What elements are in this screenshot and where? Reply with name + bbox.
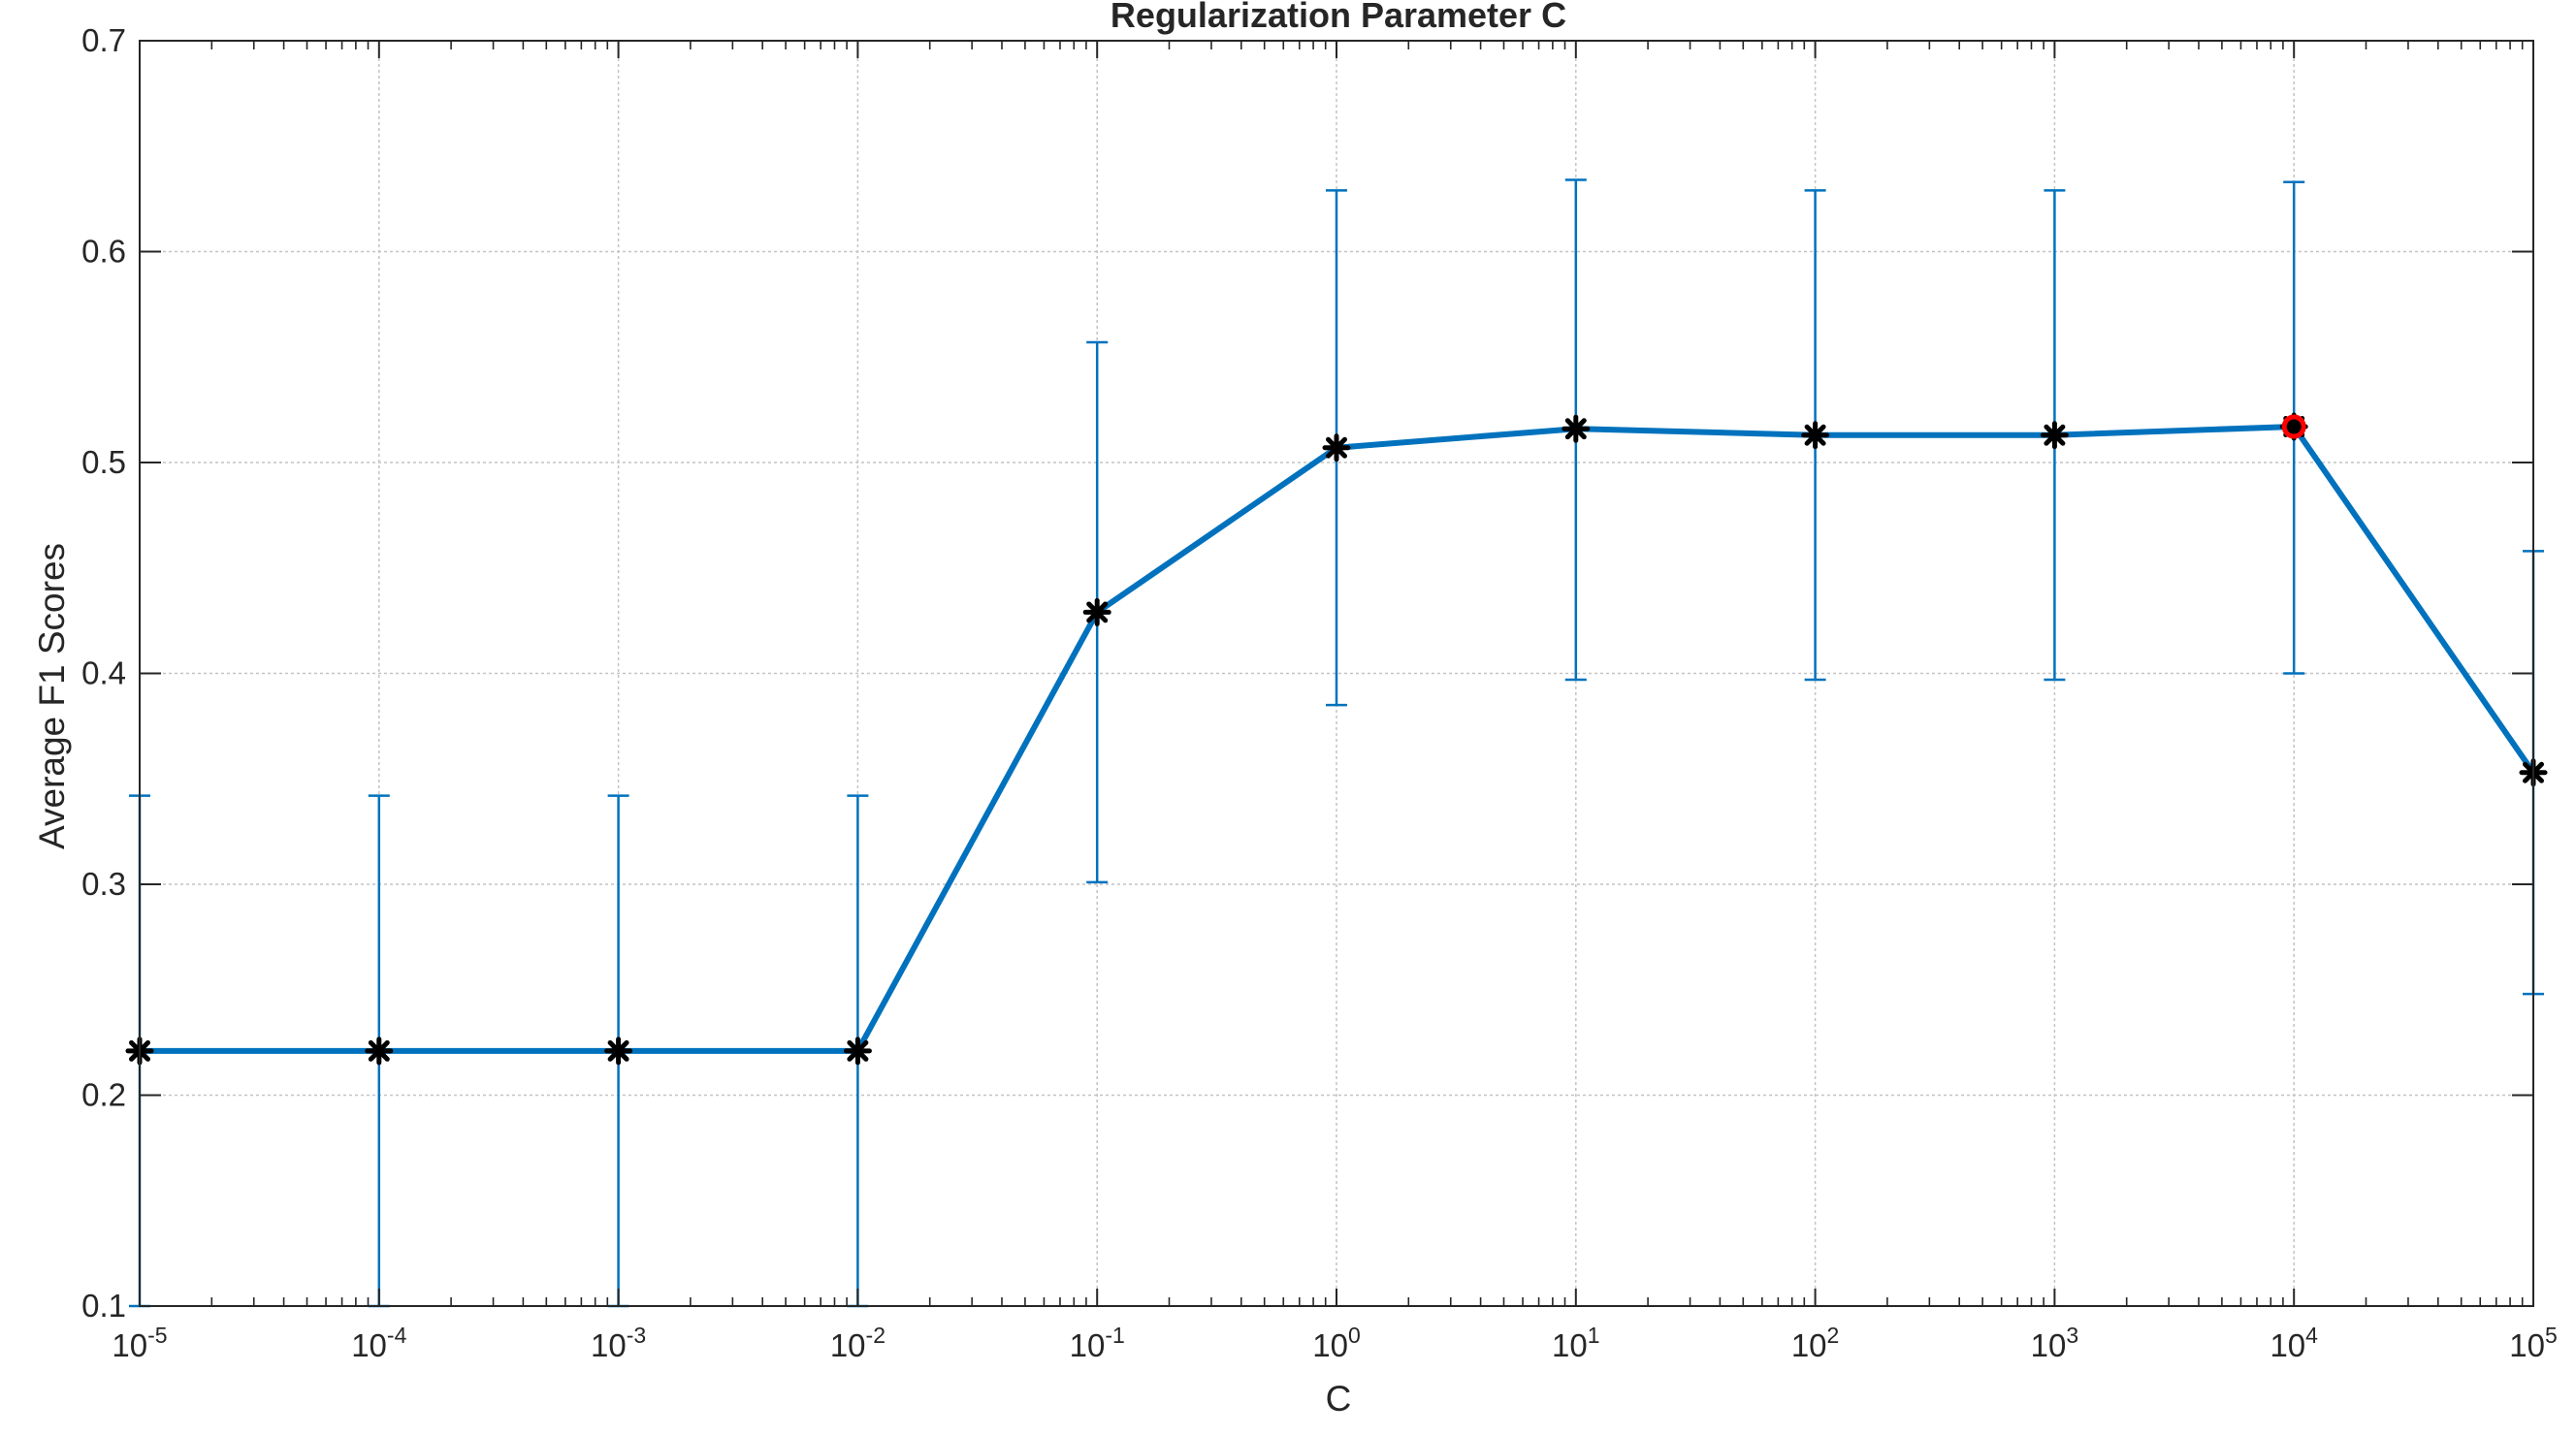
x-tick-base: 10 (1070, 1327, 1106, 1363)
y-tick-label: 0.2 (81, 1077, 126, 1113)
x-tick-exponent: 0 (1348, 1323, 1361, 1348)
x-tick-exponent: -3 (627, 1323, 646, 1348)
x-tick-exponent: 1 (1588, 1323, 1600, 1348)
x-tick-label: 10-1 (1070, 1323, 1125, 1363)
data-point-stroke (1564, 418, 1587, 440)
minor-ticks (210, 41, 2524, 1306)
data-point (1562, 414, 1591, 443)
x-tick-base: 10 (1312, 1327, 1348, 1363)
x-tick-base: 10 (2270, 1327, 2305, 1363)
data-point (604, 1037, 633, 1066)
y-tick-label: 0.6 (81, 234, 126, 270)
y-tick-label: 0.4 (81, 655, 126, 691)
y-tick-labels: 0.1 0.2 0.3 0.4 0.5 0.6 0.7 (81, 22, 126, 1324)
x-tick-label: 105 (2509, 1323, 2558, 1363)
x-tick-exponent: 4 (2305, 1323, 2318, 1348)
data-point (1801, 421, 1830, 450)
x-axis-label: C (1326, 1379, 1352, 1419)
x-tick-label: 102 (1791, 1323, 1840, 1363)
data-point-stroke (368, 1039, 390, 1062)
data-point (843, 1037, 872, 1066)
data-point-stroke (2044, 424, 2066, 446)
x-tick-base: 10 (1552, 1327, 1588, 1363)
x-tick-label: 100 (1312, 1323, 1361, 1363)
x-tick-exponent: -2 (866, 1323, 886, 1348)
x-tick-base: 10 (1791, 1327, 1827, 1363)
x-tick-base: 10 (2509, 1327, 2545, 1363)
x-tick-label: 10-4 (351, 1323, 406, 1363)
chart-title: Regularization Parameter C (1111, 0, 1566, 35)
highlight-point (2281, 414, 2306, 439)
data-point-stroke (847, 1039, 869, 1062)
data-point (1082, 597, 1111, 626)
x-tick-labels: 10-5 10-4 10-3 10-2 10-1 100 101 102 103 104 105 (112, 1323, 2557, 1363)
y-tick-label: 0.7 (81, 22, 126, 58)
data-point-stroke (607, 1039, 629, 1062)
x-tick-label: 10-3 (591, 1323, 646, 1363)
x-tick-label: 104 (2270, 1323, 2318, 1363)
x-tick-exponent: -1 (1105, 1323, 1124, 1348)
x-tick-base: 10 (351, 1327, 387, 1363)
x-tick-label: 103 (2031, 1323, 2079, 1363)
x-tick-exponent: 2 (1827, 1323, 1840, 1348)
x-tick-exponent: -4 (387, 1323, 407, 1348)
x-tick-base: 10 (2031, 1327, 2067, 1363)
x-tick-base: 10 (830, 1327, 866, 1363)
y-tick-label: 0.3 (81, 866, 126, 902)
x-tick-exponent: 5 (2545, 1323, 2558, 1348)
x-tick-exponent: 3 (2066, 1323, 2078, 1348)
data-point-stroke (1086, 601, 1109, 623)
x-tick-label: 10-5 (112, 1323, 167, 1363)
data-point (2040, 421, 2069, 450)
y-axis-label: Average F1 Scores (32, 543, 72, 849)
y-tick-label: 0.5 (81, 444, 126, 480)
x-tick-label: 10-2 (830, 1323, 886, 1363)
data-point (365, 1037, 394, 1066)
x-tick-base: 10 (112, 1327, 147, 1363)
data-point-stroke (1326, 436, 1347, 459)
x-tick-exponent: -5 (147, 1323, 167, 1348)
y-tick-label: 0.1 (81, 1288, 126, 1324)
data-point (1322, 433, 1351, 463)
data-point-stroke (1804, 424, 1826, 446)
x-tick-label: 101 (1552, 1323, 1600, 1363)
plot-frame (139, 40, 2534, 1307)
x-tick-base: 10 (591, 1327, 627, 1363)
